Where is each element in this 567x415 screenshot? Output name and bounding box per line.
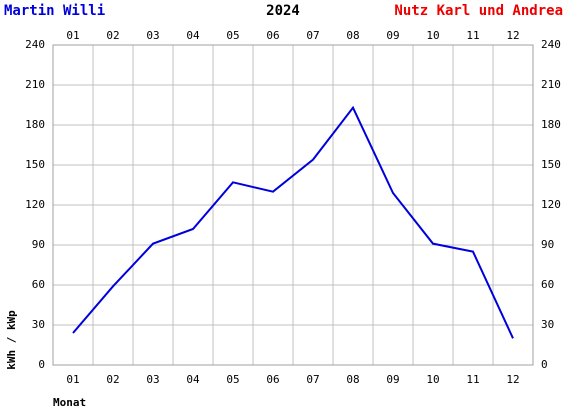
x-tick-label: 03: [146, 373, 159, 386]
x-top-tick-label: 03: [146, 29, 159, 42]
y-tick-label: 60: [32, 278, 45, 291]
x-top-tick-label: 01: [66, 29, 79, 42]
y2-tick-label: 150: [541, 158, 561, 171]
x-tick-label: 02: [106, 373, 119, 386]
x-tick-label: 11: [466, 373, 479, 386]
x-tick-label: 09: [386, 373, 399, 386]
y-tick-label: 210: [25, 78, 45, 91]
x-tick-label: 01: [66, 373, 79, 386]
y2-tick-label: 60: [541, 278, 554, 291]
x-axis-label: Monat: [53, 396, 86, 409]
y2-tick-label: 90: [541, 238, 554, 251]
y2-tick-label: 120: [541, 198, 561, 211]
x-top-tick-label: 07: [306, 29, 319, 42]
y2-tick-label: 240: [541, 38, 561, 51]
x-top-tick-label: 04: [186, 29, 200, 42]
x-tick-label: 12: [506, 373, 519, 386]
plot-border: [52, 44, 534, 366]
data-line: [72, 105, 514, 339]
x-tick-label: 05: [226, 373, 239, 386]
x-top-tick-label: 11: [466, 29, 479, 42]
x-top-tick-label: 02: [106, 29, 119, 42]
x-top-tick-label: 08: [346, 29, 359, 42]
y-tick-label: 150: [25, 158, 45, 171]
y-tick-label: 90: [32, 238, 45, 251]
x-tick-label: 07: [306, 373, 319, 386]
x-tick-label: 06: [266, 373, 279, 386]
x-tick-label: 04: [186, 373, 200, 386]
y-tick-label: 30: [32, 318, 45, 331]
y2-tick-label: 210: [541, 78, 561, 91]
y2-tick-label: 0: [541, 358, 548, 371]
right-title: Nutz Karl und Andrea: [394, 3, 563, 19]
y-tick-label: 240: [25, 38, 45, 51]
y-axis-label: kWh / kWp: [5, 310, 18, 370]
x-top-tick-label: 12: [506, 29, 519, 42]
y2-tick-label: 30: [541, 318, 554, 331]
chart-title: 2024: [266, 3, 300, 19]
y-tick-label: 0: [38, 358, 45, 371]
x-tick-label: 10: [426, 373, 439, 386]
x-top-tick-label: 06: [266, 29, 279, 42]
x-top-tick-label: 05: [226, 29, 239, 42]
left-title: Martin Willi: [4, 3, 105, 19]
y2-tick-label: 180: [541, 118, 561, 131]
y-tick-label: 180: [25, 118, 45, 131]
x-top-tick-label: 09: [386, 29, 399, 42]
x-tick-label: 08: [346, 373, 359, 386]
x-top-tick-label: 10: [426, 29, 439, 42]
y-tick-label: 120: [25, 198, 45, 211]
